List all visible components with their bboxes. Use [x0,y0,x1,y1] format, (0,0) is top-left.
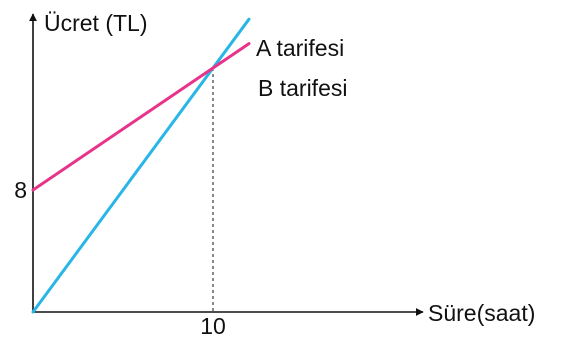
x-axis-label: Süre(saat) [428,300,535,326]
series-label-a-tarifesi: A tarifesi [256,35,344,61]
series-line-a-tarifesi [31,17,251,314]
series-label-b-tarifesi: B tarifesi [258,75,347,101]
x-tick-label: 10 [200,313,226,339]
series-line-b-tarifesi [31,42,251,192]
y-axis-label: Ücret (TL) [44,10,148,36]
y-tick-label: 8 [14,177,27,203]
